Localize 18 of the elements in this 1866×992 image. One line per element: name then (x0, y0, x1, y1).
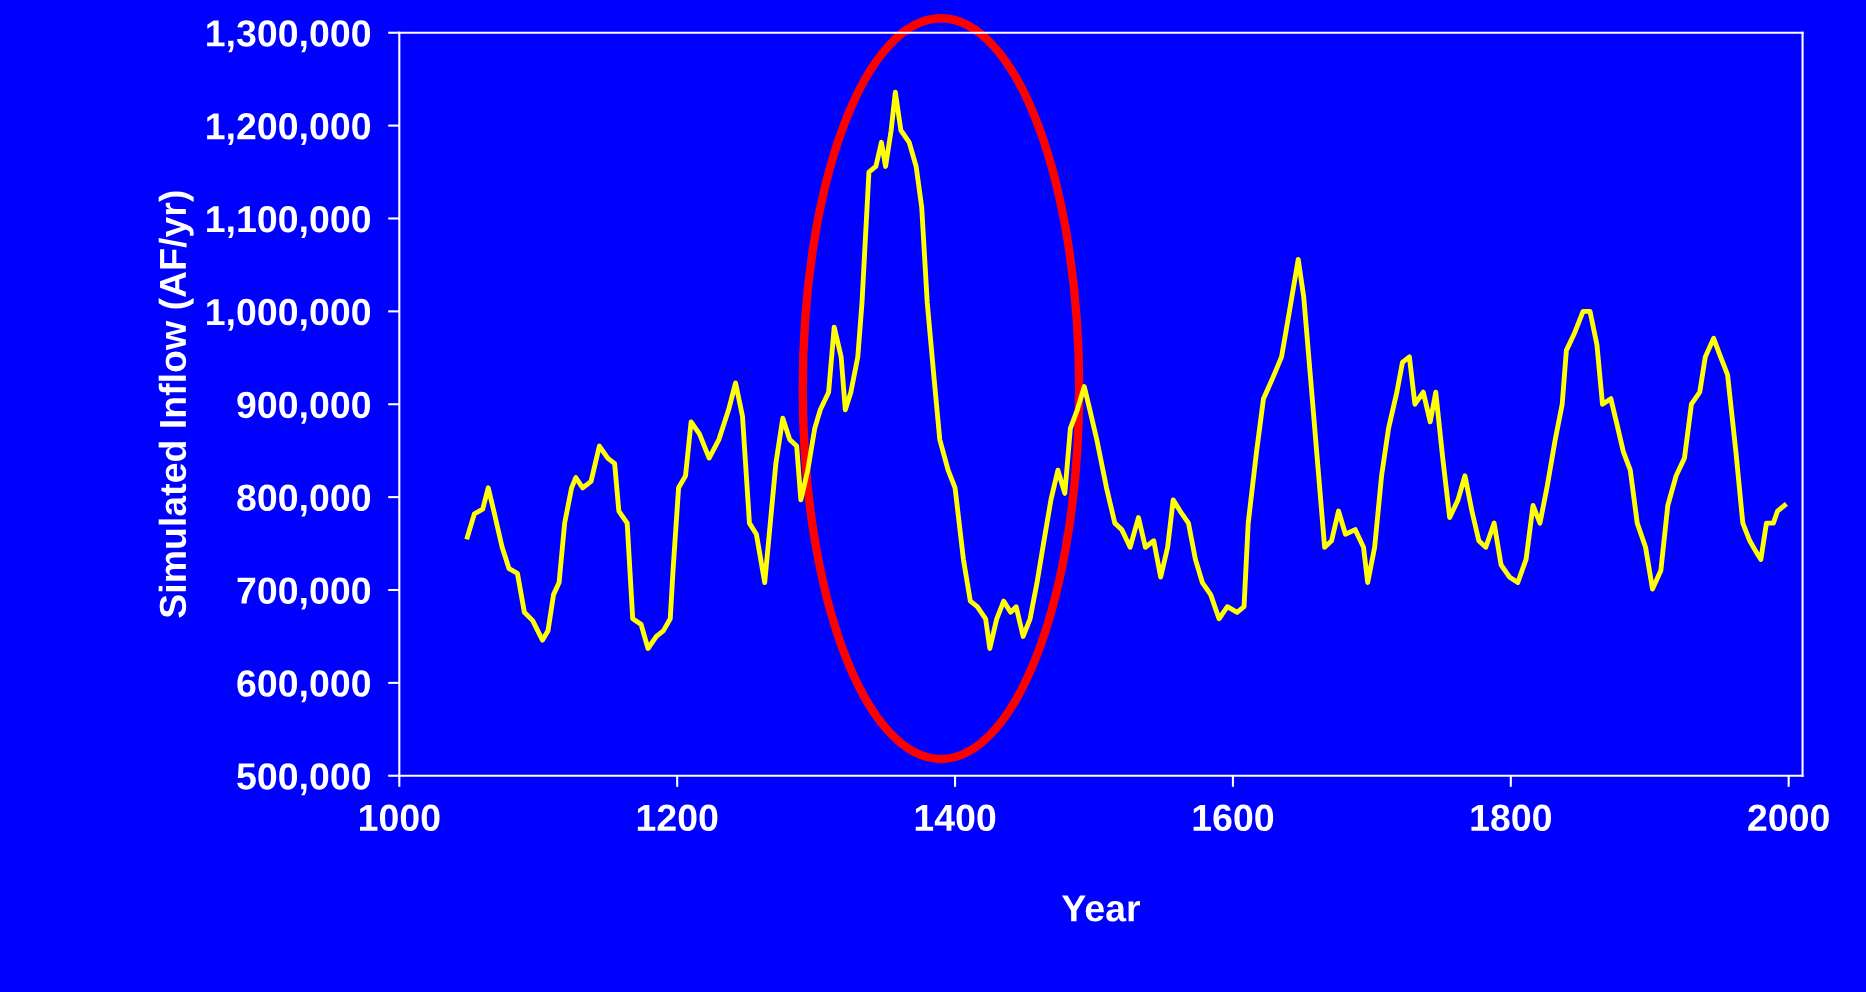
x-tick-label: 2000 (1748, 804, 1829, 832)
y-tick-label: 1,100,000 (207, 205, 371, 238)
y-tick-label: 700,000 (237, 577, 371, 610)
y-tick-label: 1,200,000 (207, 113, 371, 146)
line-series (464, 89, 1787, 651)
x-tick-label: 1600 (1193, 804, 1274, 832)
y-tick-label: 1,000,000 (207, 298, 371, 331)
y-tick-label: 500,000 (237, 763, 371, 796)
y-tick-label: 600,000 (237, 670, 371, 703)
x-tick-label: 1200 (637, 804, 718, 832)
y-axis-title: Simulated Inflow (AF/yr) (158, 191, 194, 618)
x-tick-label: 1400 (915, 804, 996, 832)
y-tick-label: 800,000 (237, 484, 371, 517)
x-tick-label: 1000 (359, 804, 440, 832)
x-axis-title: Year (1061, 895, 1140, 922)
x-tick-label: 1800 (1471, 804, 1551, 832)
y-tick-label: 900,000 (237, 391, 371, 424)
y-tick-label: 1,300,000 (207, 20, 371, 53)
